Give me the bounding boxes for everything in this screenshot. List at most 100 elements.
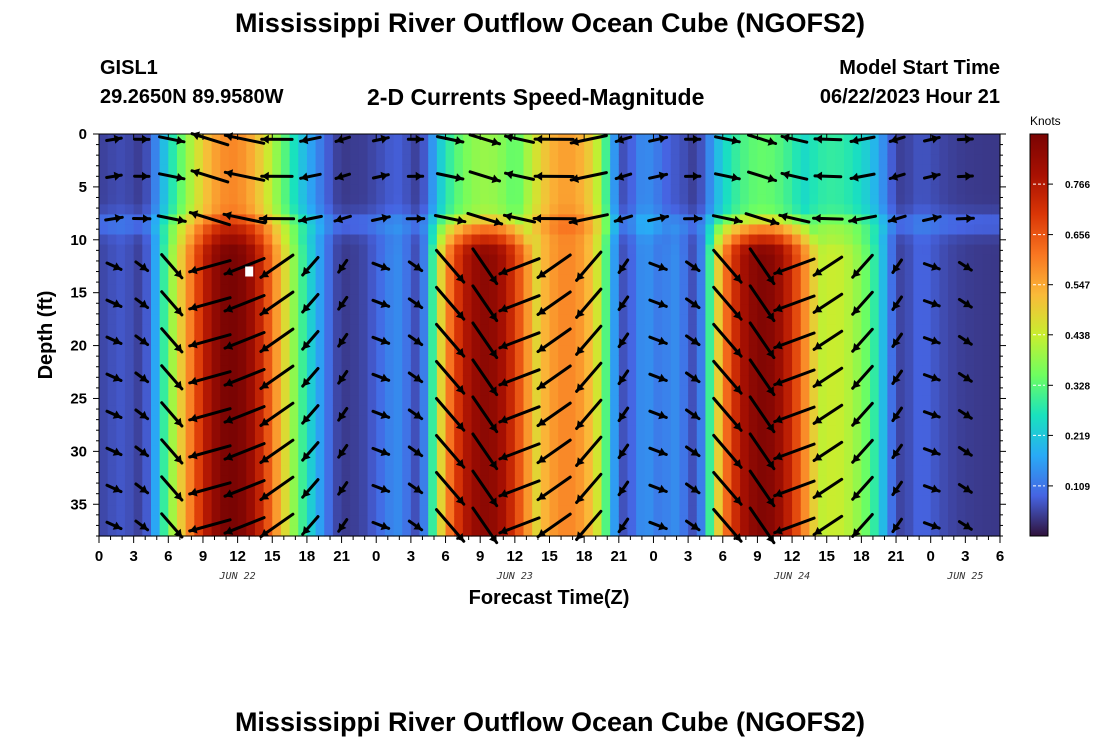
heatmap-cell (220, 385, 230, 396)
heatmap-cell (662, 335, 672, 346)
heatmap-cell (722, 525, 733, 537)
heatmap-cell (956, 425, 966, 437)
heatmap-cell (384, 365, 395, 376)
heatmap-cell (575, 335, 585, 346)
heatmap-cell (982, 405, 992, 416)
vector-shaft (188, 333, 232, 348)
heatmap-cell (757, 284, 767, 296)
heatmap-cell (532, 234, 542, 246)
vector-head (619, 486, 627, 495)
vector-head (338, 448, 347, 458)
heatmap-cell (410, 274, 421, 286)
heatmap-cell (809, 525, 819, 537)
heatmap-cell (324, 184, 334, 195)
heatmap-cell (402, 525, 412, 537)
heatmap-cell (870, 385, 880, 396)
heatmap-cell (670, 204, 681, 215)
heatmap-cell (289, 415, 299, 427)
heatmap-cell (445, 425, 455, 437)
heatmap-cell (852, 485, 862, 497)
heatmap-cell (402, 395, 412, 406)
heatmap-cell (142, 224, 152, 236)
heatmap-cell (783, 194, 793, 205)
heatmap-cell (705, 194, 715, 205)
heatmap-cell (922, 375, 932, 386)
heatmap-cell (887, 375, 897, 386)
heatmap-cell (480, 234, 490, 246)
heatmap-cell (852, 515, 862, 527)
heatmap-cell (289, 234, 299, 246)
heatmap-cell (558, 455, 568, 467)
heatmap-cell (783, 314, 793, 326)
heatmap-cell (826, 154, 836, 165)
heatmap-cell (454, 294, 464, 306)
heatmap-cell (185, 244, 195, 256)
heatmap-cell (740, 304, 750, 316)
heatmap-cell (228, 134, 239, 145)
heatmap-cell (428, 465, 438, 477)
heatmap-cell (341, 505, 351, 517)
heatmap-cell (202, 144, 213, 155)
heatmap-cell (922, 495, 932, 507)
vector-head (576, 272, 585, 281)
heatmap-cell (896, 395, 906, 406)
current-vector (259, 364, 295, 390)
heatmap-cell (246, 375, 256, 386)
heatmap-cell (688, 144, 698, 155)
current-vector (617, 480, 630, 497)
heatmap-cell (367, 224, 377, 236)
heatmap-cell (549, 244, 559, 256)
heatmap-cell (809, 264, 819, 276)
heatmap-cell (956, 274, 966, 286)
heatmap-cell (748, 134, 759, 145)
heatmap-cell (982, 204, 992, 215)
vector-head (455, 173, 463, 182)
heatmap-cell (948, 425, 958, 437)
heatmap-cell (402, 234, 412, 246)
heatmap-cell (324, 515, 334, 527)
heatmap-cell (991, 375, 1001, 386)
heatmap-cell (878, 244, 888, 256)
heatmap-cell (237, 214, 247, 226)
heatmap-cell (618, 154, 629, 165)
heatmap-cell (272, 485, 282, 497)
vector-head (380, 521, 389, 531)
heatmap-cell (376, 324, 386, 336)
heatmap-cell (974, 164, 984, 175)
heatmap-cell (731, 435, 741, 447)
current-vector (849, 135, 876, 145)
heatmap-cell (566, 335, 577, 346)
heatmap-cell (99, 455, 109, 467)
heatmap-cell (185, 294, 195, 306)
heatmap-cell (991, 164, 1001, 175)
heatmap-cell (107, 244, 117, 256)
heatmap-cell (298, 335, 308, 346)
heatmap-cell (523, 395, 533, 406)
heatmap-cell (896, 234, 906, 246)
heatmap-cell (904, 214, 914, 226)
heatmap-cell (896, 385, 906, 396)
heatmap-cell (185, 264, 195, 276)
heatmap-cell (220, 335, 230, 346)
heatmap-cell (202, 405, 213, 416)
heatmap-cell (601, 435, 611, 447)
heatmap-cell (462, 435, 473, 447)
heatmap-cell (584, 395, 594, 406)
current-vector (105, 483, 123, 494)
heatmap-cell (896, 144, 906, 155)
heatmap-cell (168, 395, 178, 406)
heatmap-cell (844, 455, 854, 467)
heatmap-cell (159, 154, 169, 165)
heatmap-cell (982, 435, 992, 447)
heatmap-cell (150, 164, 161, 175)
heatmap-cell (982, 294, 992, 306)
heatmap-cell (272, 224, 282, 236)
heatmap-cell (740, 475, 750, 487)
heatmap-cell (246, 154, 256, 165)
heatmap-cell (471, 164, 481, 175)
heatmap-cell (913, 234, 923, 246)
heatmap-cell (644, 134, 655, 145)
vector-head (338, 300, 347, 310)
vector-shaft (188, 518, 232, 533)
heatmap-cell (272, 475, 282, 487)
